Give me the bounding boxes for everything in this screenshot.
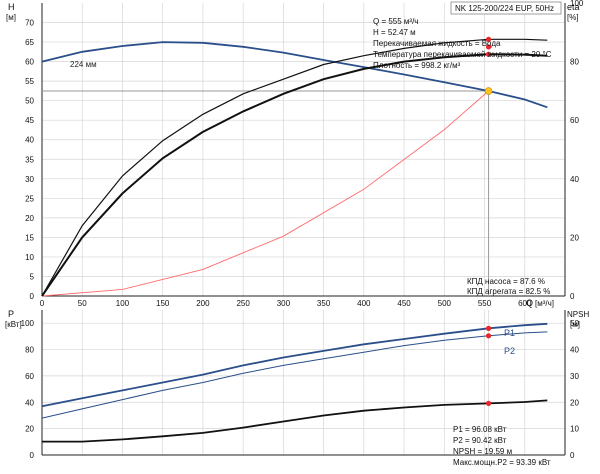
y-tick-label: 80 [25,346,34,355]
power-marker [485,325,492,331]
efficiency-marker [485,36,492,42]
info-line-density: Плотность = 998.2 кг/м³ [373,61,461,70]
info-line-head: H = 52.47 м [373,28,416,37]
top-x-axis-unit: [м³/ч] [535,299,554,308]
series-lines [41,38,548,443]
y2-tick-label: 0 [570,292,575,301]
top-x-axis-label: Q [526,298,533,308]
y2-tick-label: 10 [570,425,579,434]
y-tick-label: 40 [25,136,34,145]
efficiency-marker [485,44,492,50]
y-tick-label: 45 [25,116,34,125]
plot-frames [41,3,566,456]
efficiency-marker [485,51,492,57]
efficiency-pump: КПД насоса = 87.6 % [467,277,545,286]
power-p2: P2 = 90.42 кВт [453,436,507,445]
y-tick-label: 10 [25,253,34,262]
bottom-y2-axis-label: NPSH [567,310,589,319]
y-tick-label: 0 [30,292,35,301]
x-tick-label: 350 [317,299,331,308]
y-tick-label: 20 [25,425,34,434]
x-tick-label: 550 [478,299,492,308]
y-tick-label: 15 [25,233,34,242]
y2-tick-label: 30 [570,372,579,381]
y-tick-label: 100 [21,319,35,328]
series-label-p1: P1 [504,328,515,338]
x-tick-label: 400 [357,299,371,308]
info-line-flow: Q = 555 м³/ч [373,17,418,26]
info-line-temperature: Температура перекачиваемой жидкости = 20… [373,50,552,59]
unit-efficiency-line [41,53,548,297]
bottom-y2-axis-unit: [м] [570,320,580,329]
x-tick-label: 200 [196,299,210,308]
y2-tick-label: 60 [570,116,579,125]
head-curve-line [41,41,548,109]
x-tick-label: 100 [116,299,130,308]
y2-tick-label: 40 [570,346,579,355]
top-y-axis-label: H [8,2,15,12]
efficiency-unit: КПД агрегата = 82.5 % [467,287,550,296]
y-tick-label: 40 [25,398,34,407]
y-tick-label: 0 [30,451,35,460]
p1-curve-line [41,322,548,408]
top-y-axis-unit: [м] [6,13,16,22]
info-line-liquid: Перекачиваемая жидкость = Вода [373,39,501,48]
duty-point-marker [484,87,493,95]
y-tick-label: 50 [25,97,34,106]
y-tick-label: 60 [25,372,34,381]
x-tick-label: 450 [397,299,411,308]
y2-tick-label: 100 [570,0,584,8]
power-npsh: NPSH = 19.59 м [453,447,512,456]
title-box [450,1,562,15]
y2-tick-label: 20 [570,398,579,407]
power-p1: P1 = 96.08 кВт [453,425,507,434]
npsh-curve-line [42,399,548,443]
y-tick-label: 20 [25,214,34,223]
bottom-y-axis-label: P [8,309,14,319]
bottom-y-axis-unit: [кВт] [5,320,22,329]
x-tick-label: 0 [40,299,45,308]
x-tick-label: 250 [236,299,250,308]
point-markers [484,36,493,406]
top-y2-axis-label: eta [567,2,580,12]
x-tick-label: 600 [518,299,532,308]
series-label-p2: P2 [504,346,515,356]
x-tick-label: 300 [277,299,291,308]
y2-tick-label: 40 [570,175,579,184]
y-tick-label: 35 [25,155,34,164]
tick-labels: 0510152025303540455055606570020406080100… [21,0,584,460]
x-tick-label: 150 [156,299,170,308]
y2-tick-label: 80 [570,58,579,67]
y2-tick-label: 50 [570,319,579,328]
y-tick-label: 25 [25,194,34,203]
y-tick-label: 5 [30,272,35,281]
y-tick-label: 30 [25,175,34,184]
x-tick-label: 500 [438,299,452,308]
grid-bottom [42,310,565,455]
duty-point-lines [42,90,490,455]
x-tick-label: 50 [78,299,87,308]
power-marker [485,400,492,406]
power-marker [485,333,492,339]
top-y2-axis-unit: [%] [567,13,579,22]
y2-tick-label: 20 [570,233,579,242]
y-tick-label: 55 [25,77,34,86]
y-tick-label: 70 [25,19,34,28]
title-box-text: NK 125-200/224 EUP, 50Hz [455,4,554,13]
pump-efficiency-line [41,38,548,297]
p2-curve-line [41,331,548,419]
y-tick-label: 65 [25,38,34,47]
impeller-curve-label: 224 мм [70,60,97,69]
power-max-p2: Макс.мощн.P2 = 93.39 кВт [453,458,551,467]
system-curve-line [41,90,489,297]
y2-tick-label: 0 [570,451,575,460]
y-tick-label: 60 [25,58,34,67]
